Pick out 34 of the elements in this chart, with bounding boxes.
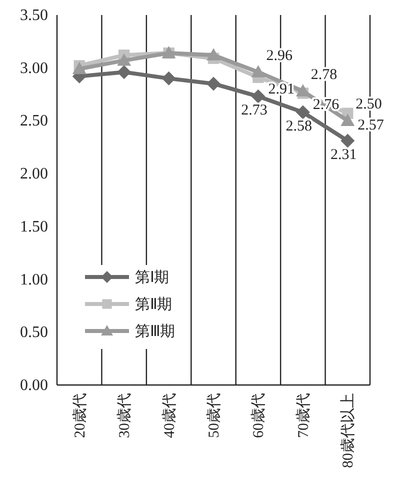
x-tick-label: 50歳代 [206,393,222,438]
data-label: 2.31 [330,146,357,163]
point [340,134,355,148]
x-tick-label: 20歳代 [71,393,88,438]
point [251,89,266,104]
y-tick-label: 2.50 [20,112,48,130]
data-label: 2.91 [268,81,294,98]
legend-label: 第Ⅱ期 [135,296,172,313]
x-tick-label: 80歳代以上 [340,393,357,468]
x-tick-label: 70歳代 [294,393,312,438]
y-tick-label: 1.00 [20,271,48,288]
data-label: 2.73 [241,102,268,118]
point [117,65,132,80]
y-tick-label: 1.50 [20,218,48,236]
point [72,62,86,74]
y-tick-label: 0.00 [20,377,48,394]
point [206,48,220,60]
x-tick-label: 60歳代 [250,393,268,438]
legend-label: 第Ⅲ期 [135,323,175,340]
x-tick-label: 30歳代 [116,393,134,438]
data-label: 2.76 [312,97,340,114]
point [162,71,176,86]
y-tick-label: 3.50 [20,7,48,24]
point [206,76,220,91]
point [296,105,310,120]
point [251,65,266,78]
legend-label: 第Ⅰ期 [135,269,169,286]
point [340,114,355,126]
y-tick-label: 2.00 [20,166,48,183]
x-tick-label: 40歳代 [160,393,178,438]
data-label: 2.58 [286,118,312,134]
point [117,53,132,66]
y-tick-label: 0.50 [20,324,48,342]
y-tick-label: 3.00 [20,60,48,77]
